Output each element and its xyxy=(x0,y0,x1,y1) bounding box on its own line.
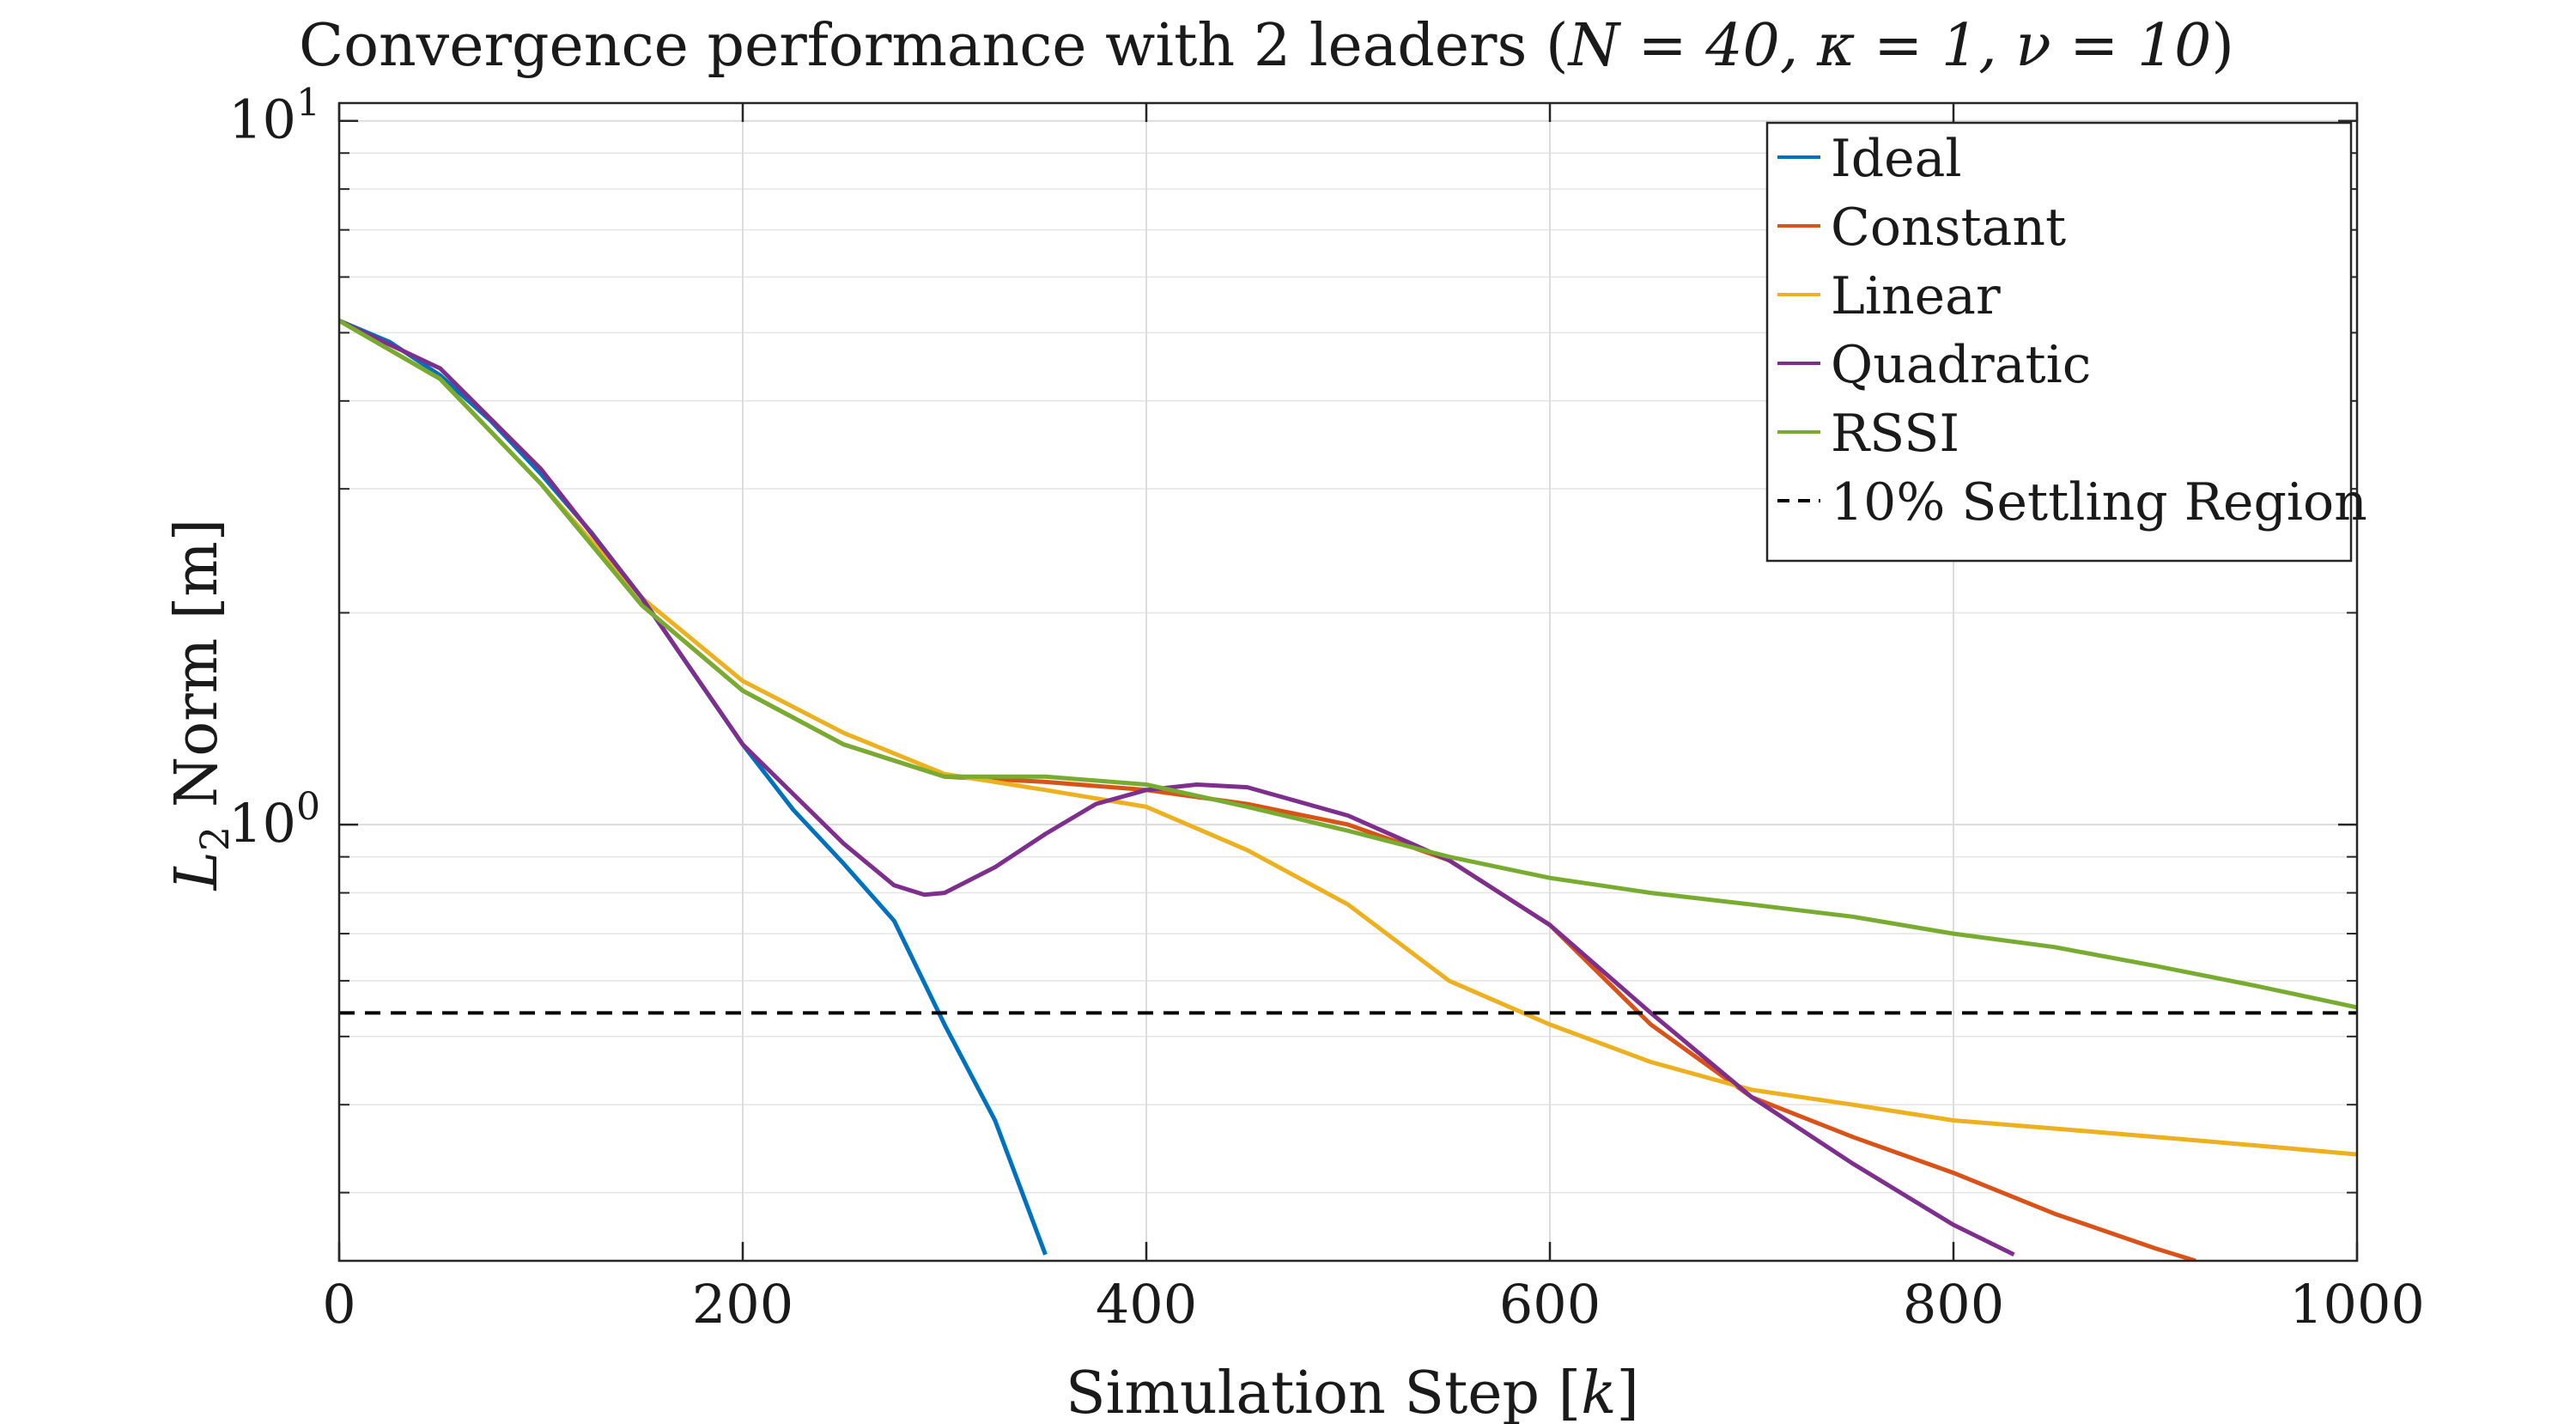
legend-label: Quadratic xyxy=(1831,335,2091,395)
legend-label: 10% Settling Region xyxy=(1831,472,2367,532)
axes-box xyxy=(337,101,2359,1263)
y-tick-label: 101 xyxy=(228,82,320,151)
chart-title: Convergence performance with 2 leaders (… xyxy=(299,12,2234,80)
series-linear xyxy=(339,319,2357,1157)
x-tick-label: 800 xyxy=(1903,1273,2004,1336)
legend: Ideal Constant Linear Quadratic RSSI 10% Sett… xyxy=(1765,121,2367,563)
x-tick-label: 400 xyxy=(1096,1273,1197,1336)
x-tick-label: 600 xyxy=(1499,1273,1601,1336)
y-tick-label: 100 xyxy=(228,785,320,855)
series-quadratic xyxy=(339,319,2015,1257)
legend-label: Linear xyxy=(1831,266,2001,326)
plot-series xyxy=(339,319,2357,1261)
legend-label: RSSI xyxy=(1831,404,1959,464)
axes: 100 101 0 200 400 600 800 1000 xyxy=(228,82,2425,1336)
legend-box xyxy=(1765,121,2353,563)
x-tick-label: 0 xyxy=(322,1273,355,1336)
y-axis-label: L2 Norm [m] xyxy=(163,519,238,892)
legend-label: Ideal xyxy=(1831,129,1962,189)
x-tick-label: 1000 xyxy=(2289,1273,2425,1336)
x-tick-label: 200 xyxy=(692,1273,793,1336)
x-axis-label: Simulation Step [k] xyxy=(1066,1360,1639,1424)
series-rssi xyxy=(339,319,2357,1010)
legend-label: Constant xyxy=(1831,198,2066,258)
